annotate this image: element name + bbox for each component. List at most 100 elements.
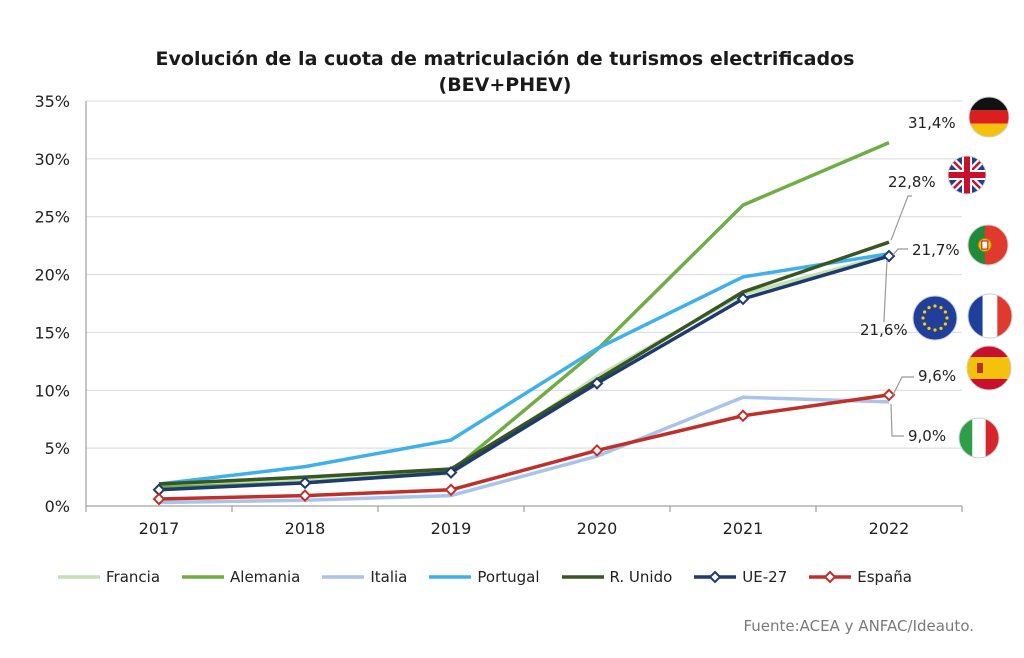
legend-label: Portugal [477, 568, 540, 586]
star [927, 306, 931, 310]
series-line [158, 240, 890, 486]
legend: Francia Alemania Italia Portugal R. Unido UE-… [58, 566, 988, 588]
star [921, 316, 925, 320]
legend-label: Alemania [230, 568, 301, 586]
y-tick-label: 15% [34, 323, 70, 342]
series-line [158, 395, 890, 505]
y-tick-label: 10% [34, 381, 70, 400]
legend-label: España [857, 568, 912, 586]
data-annotations: 31,4% 22,8% 21,7% 21,6% 9,6% 9,0% [860, 114, 960, 445]
source-note: Fuente:ACEA y ANFAC/Ideauto. [743, 617, 974, 635]
italy-flag-icon-rim [958, 417, 1000, 459]
stripe [967, 379, 1011, 390]
chart-subtitle: (BEV+PHEV) [438, 74, 572, 96]
series-line [158, 393, 890, 501]
data-point-marker [152, 492, 166, 506]
france-flag-icon [967, 293, 1013, 339]
eu-flag-icon-rim [912, 295, 958, 341]
data-point-marker [444, 466, 458, 479]
x-tick-label: 2018 [285, 519, 326, 538]
chart-title-main: Evolución de la cuota de matriculación d… [155, 48, 855, 70]
chart-title: Evolución de la cuota de matriculación d… [0, 46, 1010, 98]
leader-line [883, 260, 888, 322]
y-tick-label: 25% [34, 208, 70, 227]
germany-flag-icon [968, 96, 1010, 138]
legend-swatch-marker [708, 570, 722, 584]
leader-line [890, 403, 904, 437]
x-tick-label: 2017 [139, 519, 180, 538]
legend-swatch [182, 575, 225, 579]
legend-item: UE-27 [694, 568, 787, 586]
star [939, 326, 943, 330]
legend-swatch [809, 570, 852, 584]
stripe [972, 418, 986, 458]
leader-line [892, 376, 914, 396]
star [943, 322, 947, 326]
legend-label: R. Unido [609, 568, 673, 586]
legend-swatch [429, 575, 472, 579]
legend-swatch [58, 575, 100, 579]
stripe [967, 357, 1011, 379]
italy-flag-icon-fill [959, 418, 999, 458]
portugal-flag-icon-rim [967, 224, 1009, 266]
germany-flag-icon-fill [969, 97, 1009, 137]
star [939, 306, 943, 310]
data-point-marker [298, 489, 312, 502]
legend-item: R. Unido [561, 568, 673, 586]
star [927, 326, 931, 330]
star [933, 304, 937, 308]
data-label: 9,0% [908, 427, 946, 445]
star [923, 310, 927, 314]
stripe [982, 294, 998, 338]
x-axis: 2017 2018 2019 2020 2021 2022 [85, 101, 963, 538]
portugal-flag-icon [967, 224, 1009, 266]
stripe [969, 110, 1009, 124]
legend-item: Francia [58, 568, 160, 586]
data-label: 9,6% [918, 367, 956, 385]
series-lines [152, 141, 896, 506]
data-point-marker [590, 376, 604, 390]
star [943, 310, 947, 314]
gridlines [86, 100, 962, 449]
portugal-flag-icon-fill [968, 225, 1008, 265]
legend-item: España [809, 568, 912, 586]
data-point-marker [882, 388, 896, 402]
legend-swatch [561, 575, 604, 579]
spain-flag-icon [966, 345, 1012, 391]
spain-flag-icon-rim [966, 345, 1012, 391]
data-point-marker [444, 483, 458, 497]
legend-label: Francia [106, 568, 161, 586]
y-tick-label: 20% [34, 266, 70, 285]
leader-line [890, 195, 912, 241]
legend-swatch [694, 570, 737, 584]
data-point-marker [736, 409, 750, 423]
star [923, 322, 927, 326]
stripe [959, 418, 973, 458]
star [933, 328, 937, 332]
cross-red [948, 172, 986, 178]
legend-label: UE-27 [742, 568, 788, 586]
uk-flag-icon [947, 155, 987, 195]
y-tick-label: 35% [34, 92, 70, 111]
coat-of-arms [977, 363, 983, 373]
data-label: 22,8% [888, 173, 936, 191]
shield [981, 240, 989, 250]
star [945, 316, 949, 320]
x-tick-label: 2020 [577, 519, 618, 538]
eu-flag-icon-fill [913, 296, 957, 340]
x-tick-label: 2019 [431, 519, 472, 538]
data-point-marker [736, 292, 750, 306]
data-label: 21,7% [912, 241, 960, 259]
uk-flag-icon-fill [948, 156, 986, 194]
x-tick-label: 2021 [723, 519, 764, 538]
series-line [158, 252, 890, 486]
france-flag-icon-fill [968, 294, 1012, 338]
legend-swatch [322, 575, 365, 579]
data-label: 21,6% [860, 321, 908, 339]
stripe [969, 97, 1009, 111]
data-label: 31,4% [908, 114, 956, 132]
flags [912, 96, 1013, 459]
legend-item: Portugal [429, 568, 540, 586]
germany-flag-icon-rim [968, 96, 1010, 138]
stripe [968, 294, 983, 338]
